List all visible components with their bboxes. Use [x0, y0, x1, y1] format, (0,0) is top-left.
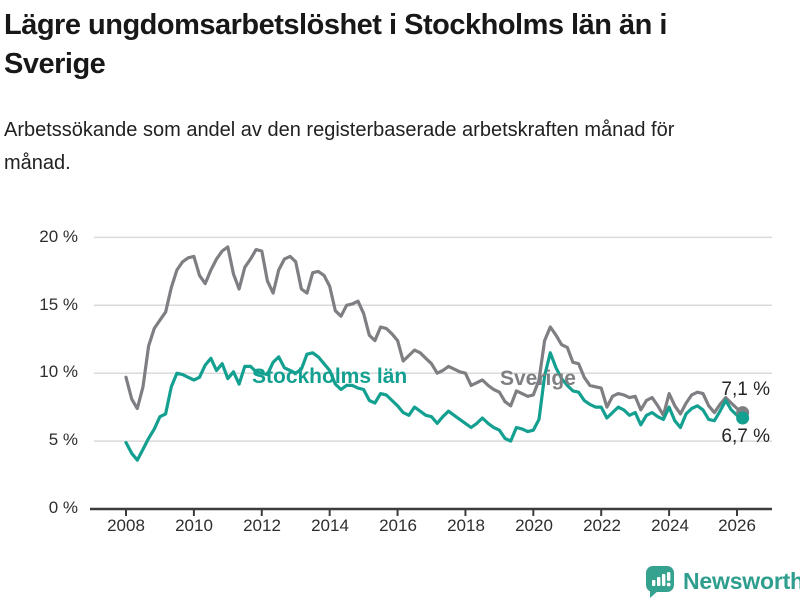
series-end-dot-stockholms-l-n	[736, 411, 750, 425]
newsworthy-brand: Newsworthy	[645, 563, 800, 599]
page-title: Lägre ungdomsarbetslöshet i Stockholms l…	[4, 9, 667, 80]
series-line-stockholms-l-n	[124, 351, 745, 462]
y-tick-label: 15 %	[39, 295, 78, 314]
end-value-label-sverige: 7,1 %	[721, 379, 770, 400]
y-tick-label: 5 %	[48, 430, 78, 449]
y-tick-label: 10 %	[39, 362, 78, 381]
series-label-stockholms-lan: Stockholms län	[252, 365, 408, 388]
x-tick-label: 2010	[175, 516, 213, 535]
x-tick-label: 2016	[379, 516, 417, 535]
x-tick-label: 2014	[311, 516, 349, 535]
x-tick-label: 2018	[447, 516, 485, 535]
end-value-label-stockholms-lan: 6,7 %	[721, 426, 770, 447]
x-tick-label: 2026	[718, 516, 756, 535]
y-tick-label: 20 %	[39, 227, 78, 246]
x-tick-label: 2012	[243, 516, 281, 535]
x-tick-label: 2020	[515, 516, 553, 535]
brand-name: Newsworthy	[683, 567, 800, 594]
x-tick-label: 2022	[583, 516, 621, 535]
series-line-sverige	[124, 245, 745, 417]
x-tick-label: 2008	[107, 516, 145, 535]
series-label-sverige: Sverige	[500, 367, 576, 390]
x-tick-label: 2024	[651, 516, 689, 535]
y-tick-label: 0 %	[48, 498, 78, 517]
page-subtitle: Arbetssökande som andel av den registerb…	[4, 119, 675, 174]
newsworthy-speech-bubble-bar-chart-icon	[646, 566, 674, 598]
